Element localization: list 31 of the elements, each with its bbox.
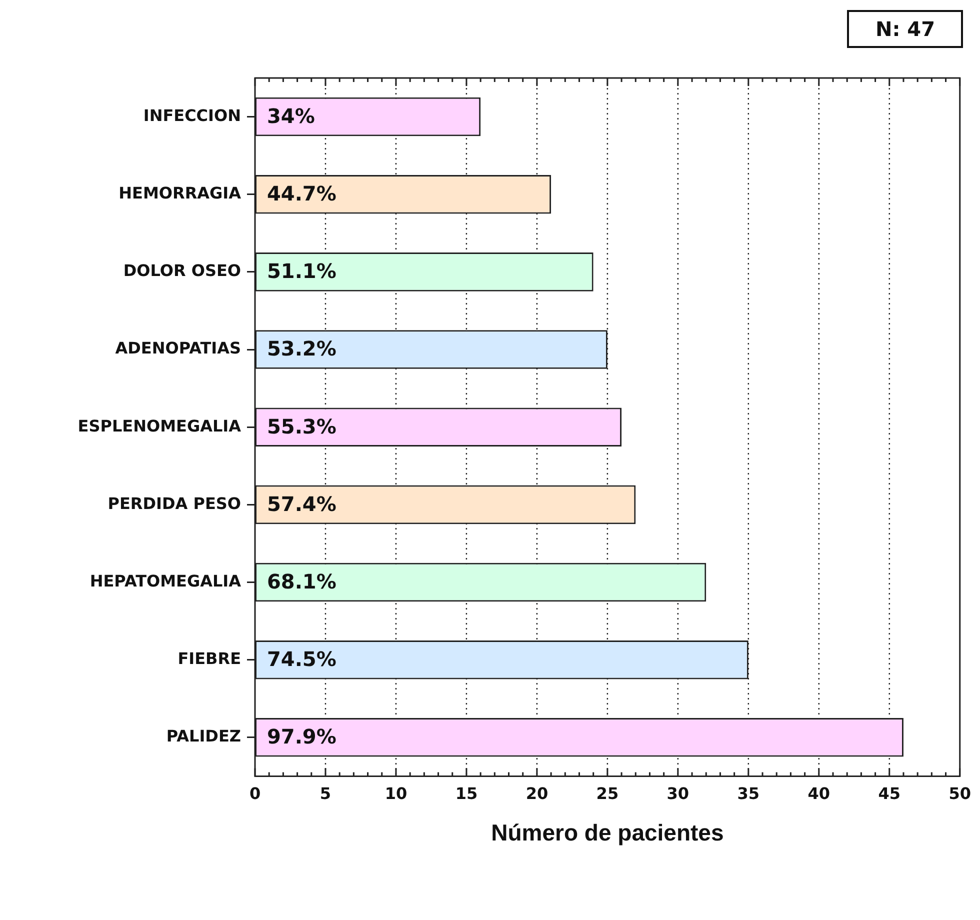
y-tick-label: ADENOPATIAS: [115, 338, 241, 358]
y-tick-label: FIEBRE: [178, 648, 241, 668]
y-tick-label: PALIDEZ: [166, 726, 241, 746]
x-tick-label: 45: [878, 784, 901, 803]
x-tick-label: 5: [320, 784, 332, 803]
x-tick-label: 20: [526, 784, 548, 803]
annotation: 53.2%: [267, 336, 336, 361]
x-tick-label: 50: [948, 784, 971, 803]
y-tick-label: PERDIDA PESO: [108, 494, 241, 513]
x-tick-label: 15: [455, 784, 478, 803]
annotation: 68.1%: [267, 569, 336, 594]
x-tick-label: 0: [249, 784, 261, 803]
annotation: 74.5%: [267, 647, 336, 672]
annotation: 34%: [267, 104, 315, 128]
annotation: 57.4%: [267, 492, 336, 516]
annotation: 97.9%: [267, 724, 336, 749]
x-tick-label: 35: [737, 784, 760, 803]
x-tick-label: 10: [384, 784, 408, 803]
annotation: 51.1%: [267, 259, 336, 284]
y-tick-label: INFECCION: [143, 106, 241, 125]
y-tick-label: HEPATOMEGALIA: [90, 571, 242, 590]
x-tick-label: 30: [666, 784, 690, 803]
x-tick-label: 40: [808, 784, 830, 803]
x-tick-label: 25: [596, 784, 619, 803]
annotation: 55.3%: [267, 414, 336, 438]
x-axis-title: Número de pacientes: [491, 820, 724, 846]
y-tick-label: ESPLENOMEGALIA: [78, 416, 242, 436]
text: N: 47: [847, 10, 963, 48]
y-tick-label: HEMORRAGIA: [118, 184, 242, 203]
y-tick-label: DOLOR OSEO: [123, 261, 241, 280]
annotation: 44.7%: [267, 182, 336, 206]
